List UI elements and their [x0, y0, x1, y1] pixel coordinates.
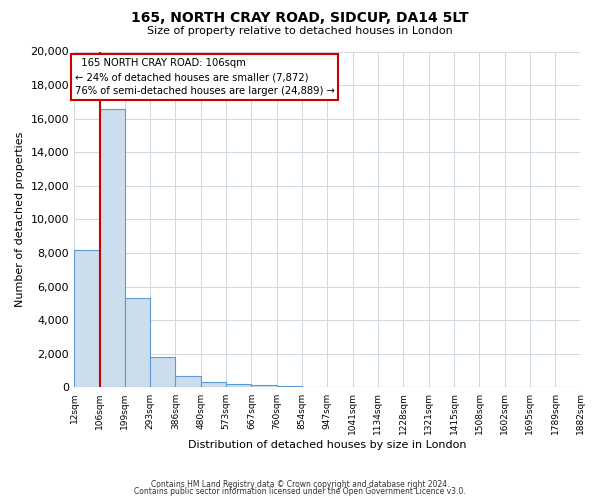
Text: 165 NORTH CRAY ROAD: 106sqm
← 24% of detached houses are smaller (7,872)
76% of : 165 NORTH CRAY ROAD: 106sqm ← 24% of det… [74, 58, 334, 96]
Bar [74, 250, 100, 388]
Bar [226, 384, 251, 388]
Bar [251, 385, 277, 388]
X-axis label: Distribution of detached houses by size in London: Distribution of detached houses by size … [188, 440, 467, 450]
Bar [125, 298, 150, 388]
Text: 165, NORTH CRAY ROAD, SIDCUP, DA14 5LT: 165, NORTH CRAY ROAD, SIDCUP, DA14 5LT [131, 11, 469, 25]
Bar [150, 357, 175, 388]
Y-axis label: Number of detached properties: Number of detached properties [15, 132, 25, 307]
Bar [277, 386, 302, 388]
Text: Size of property relative to detached houses in London: Size of property relative to detached ho… [147, 26, 453, 36]
Bar [175, 376, 201, 388]
Text: Contains public sector information licensed under the Open Government Licence v3: Contains public sector information licen… [134, 488, 466, 496]
Bar [201, 382, 226, 388]
Text: Contains HM Land Registry data © Crown copyright and database right 2024.: Contains HM Land Registry data © Crown c… [151, 480, 449, 489]
Bar [100, 108, 125, 388]
